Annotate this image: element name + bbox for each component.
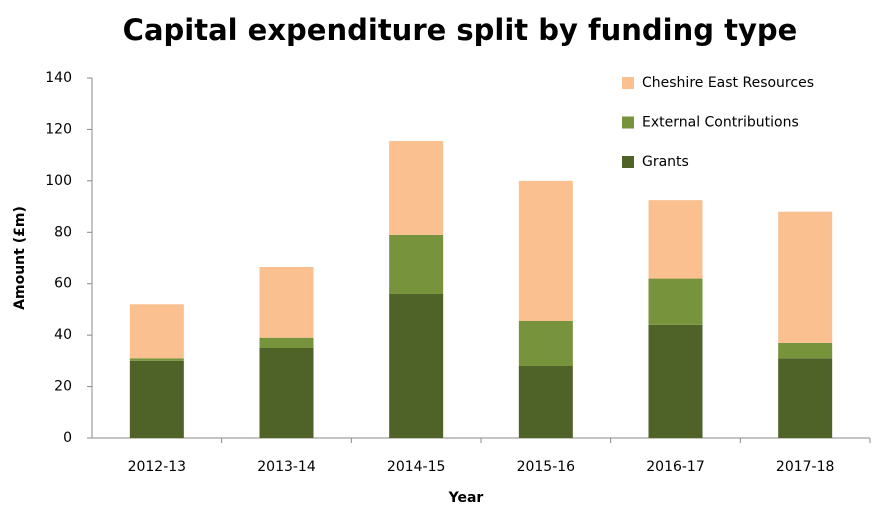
- x-tick-label: 2014-15: [387, 459, 446, 475]
- legend-swatch: [622, 116, 634, 129]
- legend-label: Cheshire East Resources: [642, 75, 814, 91]
- bar-segment: [389, 294, 444, 438]
- bar-segment: [648, 278, 703, 325]
- bar-segment: [778, 342, 833, 359]
- bar-segment: [259, 267, 314, 338]
- x-tick-label: 2017-18: [776, 459, 835, 475]
- bar-segment: [518, 321, 573, 366]
- bar-segment: [129, 304, 184, 359]
- x-tick-label: 2016-17: [646, 459, 705, 475]
- bar-segment: [129, 360, 184, 438]
- bar-segment: [389, 141, 444, 235]
- y-tick-label: 60: [54, 276, 72, 292]
- y-axis-label: Amount (£m): [12, 206, 28, 310]
- bar-segment: [518, 366, 573, 438]
- y-tick-label: 20: [54, 379, 72, 395]
- y-tick-label: 0: [63, 430, 72, 446]
- bar-segment: [648, 324, 703, 438]
- x-tick-label: 2012-13: [128, 459, 187, 475]
- bar-segment: [778, 211, 833, 343]
- bar-segment: [778, 358, 833, 438]
- x-tick-label: 2015-16: [517, 459, 576, 475]
- y-tick-label: 140: [45, 70, 72, 86]
- legend-label: External Contributions: [642, 115, 799, 131]
- y-tick-label: 120: [45, 121, 72, 137]
- legend-swatch: [622, 156, 634, 168]
- legend-swatch: [622, 77, 634, 89]
- bar-segment: [389, 234, 444, 294]
- bar-segment: [259, 337, 314, 348]
- x-tick-label: 2013-14: [257, 459, 316, 475]
- legend-label: Grants: [642, 154, 689, 170]
- bar-segment: [129, 358, 184, 361]
- chart-title: Capital expenditure split by funding typ…: [123, 13, 798, 47]
- bar-segment: [648, 200, 703, 279]
- x-axis-label: Year: [448, 490, 484, 506]
- bar-segment: [518, 180, 573, 321]
- y-tick-label: 40: [54, 327, 72, 343]
- y-tick-label: 100: [45, 173, 72, 189]
- y-tick-label: 80: [54, 224, 72, 240]
- bar-segment: [259, 348, 314, 438]
